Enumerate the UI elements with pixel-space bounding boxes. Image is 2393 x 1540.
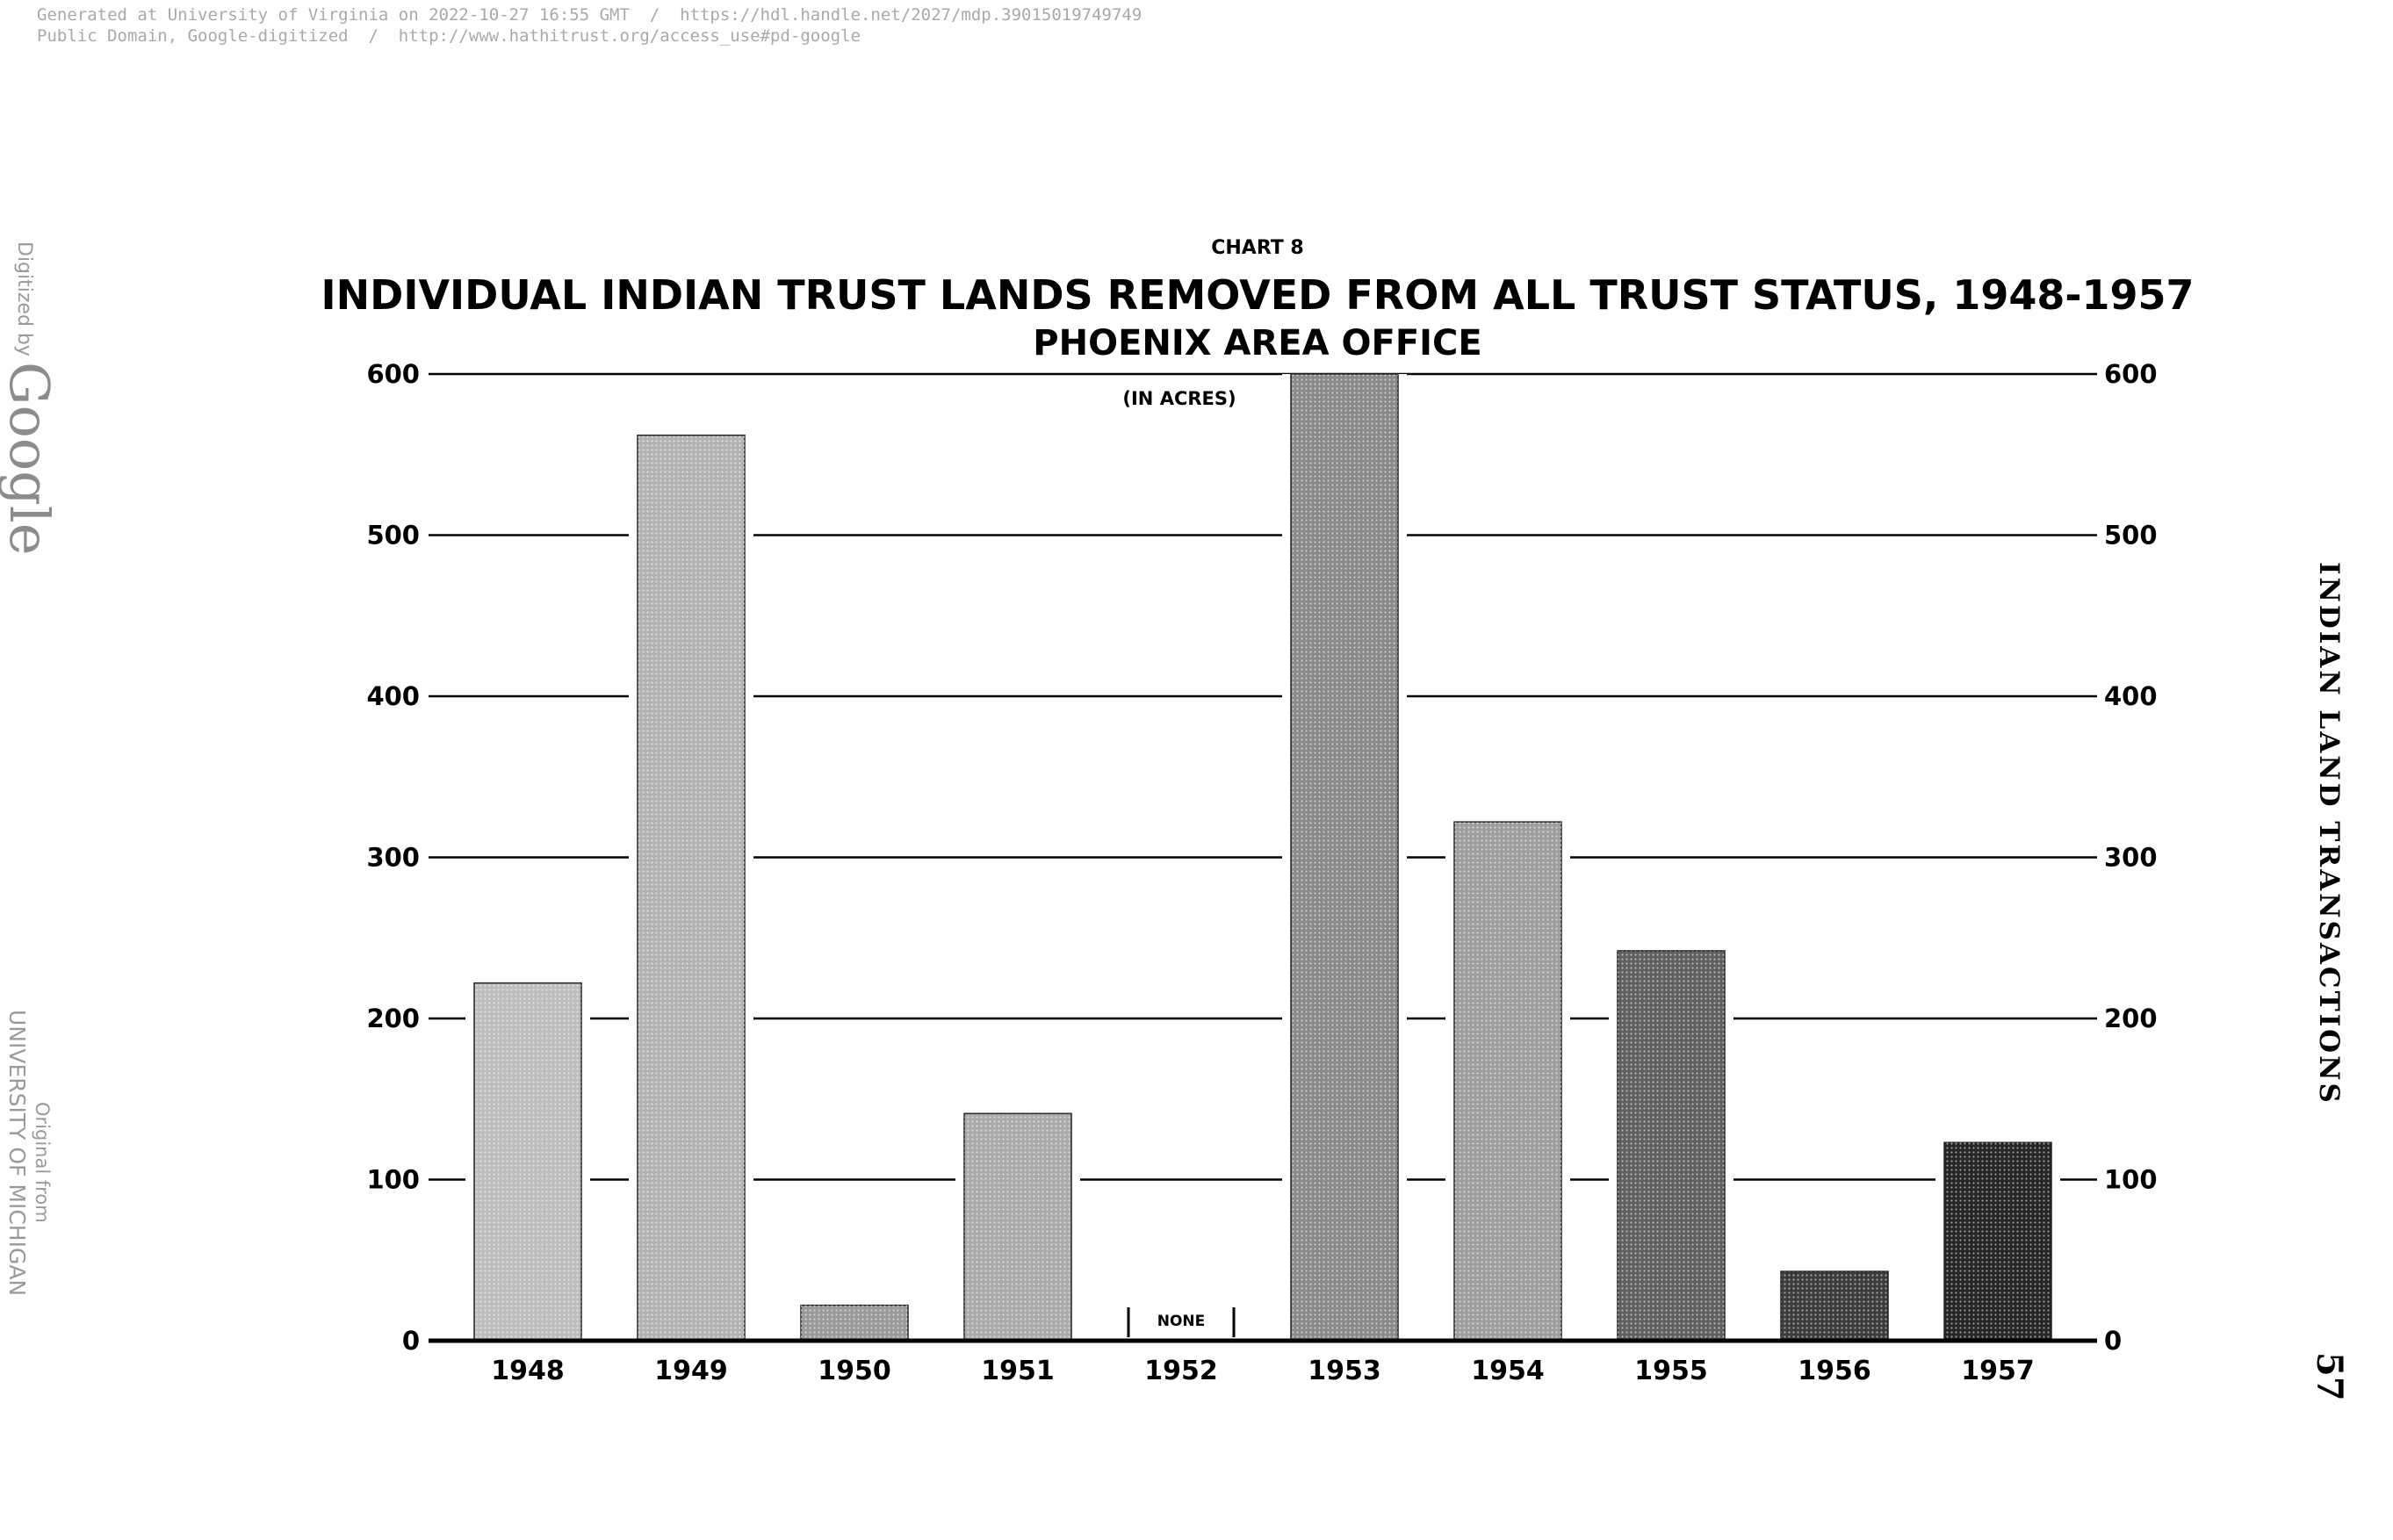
x-tick-label: 1952 <box>1144 1356 1218 1386</box>
y-tick-label-left: 500 <box>366 521 420 551</box>
y-tick-label-left: 400 <box>366 681 420 711</box>
y-tick-label-right: 400 <box>2104 681 2158 711</box>
x-tick-label: 1953 <box>1308 1356 1381 1386</box>
x-tick-label: 1949 <box>654 1356 728 1386</box>
bars <box>465 373 2060 1342</box>
bar-texture <box>964 1113 1071 1341</box>
unit-label: (IN ACRES) <box>1122 388 1236 409</box>
y-tick-label-right: 100 <box>2104 1165 2158 1195</box>
y-tick-label-left: 600 <box>366 359 420 389</box>
rights-notice: Public Domain, Google-digitized / http:/… <box>37 26 861 46</box>
y-tick-label-right: 300 <box>2104 843 2158 873</box>
bar-texture <box>1618 950 1725 1341</box>
x-tick-label: 1954 <box>1471 1356 1545 1386</box>
chart-supertitle: CHART 8 <box>1211 237 1304 259</box>
chart-title: INDIVIDUAL INDIAN TRUST LANDS REMOVED FR… <box>321 271 2195 319</box>
y-tick-label-right: 200 <box>2104 1004 2158 1033</box>
x-tick-label: 1951 <box>981 1356 1055 1386</box>
axes: 0 0 100 100 200 200 300 300 400 400 500 500 600 600 19… <box>366 359 2157 1386</box>
x-tick-label: 1948 <box>491 1356 565 1386</box>
x-tick-label: 1956 <box>1798 1356 1871 1386</box>
y-tick-label-left: 0 <box>402 1326 420 1356</box>
bar-texture <box>474 982 581 1341</box>
none-annotation: NONE <box>1157 1313 1206 1330</box>
y-tick-label-left: 300 <box>366 843 420 873</box>
y-tick-label-left: 100 <box>366 1165 420 1195</box>
bar-texture <box>1454 822 1561 1341</box>
x-tick-label: 1950 <box>818 1356 891 1386</box>
bar-texture <box>1781 1271 1888 1341</box>
y-tick-label-right: 0 <box>2104 1326 2122 1356</box>
y-tick-label-right: 600 <box>2104 359 2158 389</box>
bar-texture <box>801 1305 908 1341</box>
bar-texture <box>638 435 745 1342</box>
y-tick-label-right: 500 <box>2104 521 2158 551</box>
y-tick-label-left: 200 <box>366 1004 420 1033</box>
bar-texture <box>1291 374 1398 1341</box>
generated-notice: Generated at University of Virginia on 2… <box>37 5 1142 25</box>
x-tick-label: 1957 <box>1961 1356 2035 1386</box>
bar-texture <box>1944 1142 2051 1341</box>
chart-subtitle: PHOENIX AREA OFFICE <box>1033 323 1481 363</box>
x-tick-label: 1955 <box>1634 1356 1708 1386</box>
